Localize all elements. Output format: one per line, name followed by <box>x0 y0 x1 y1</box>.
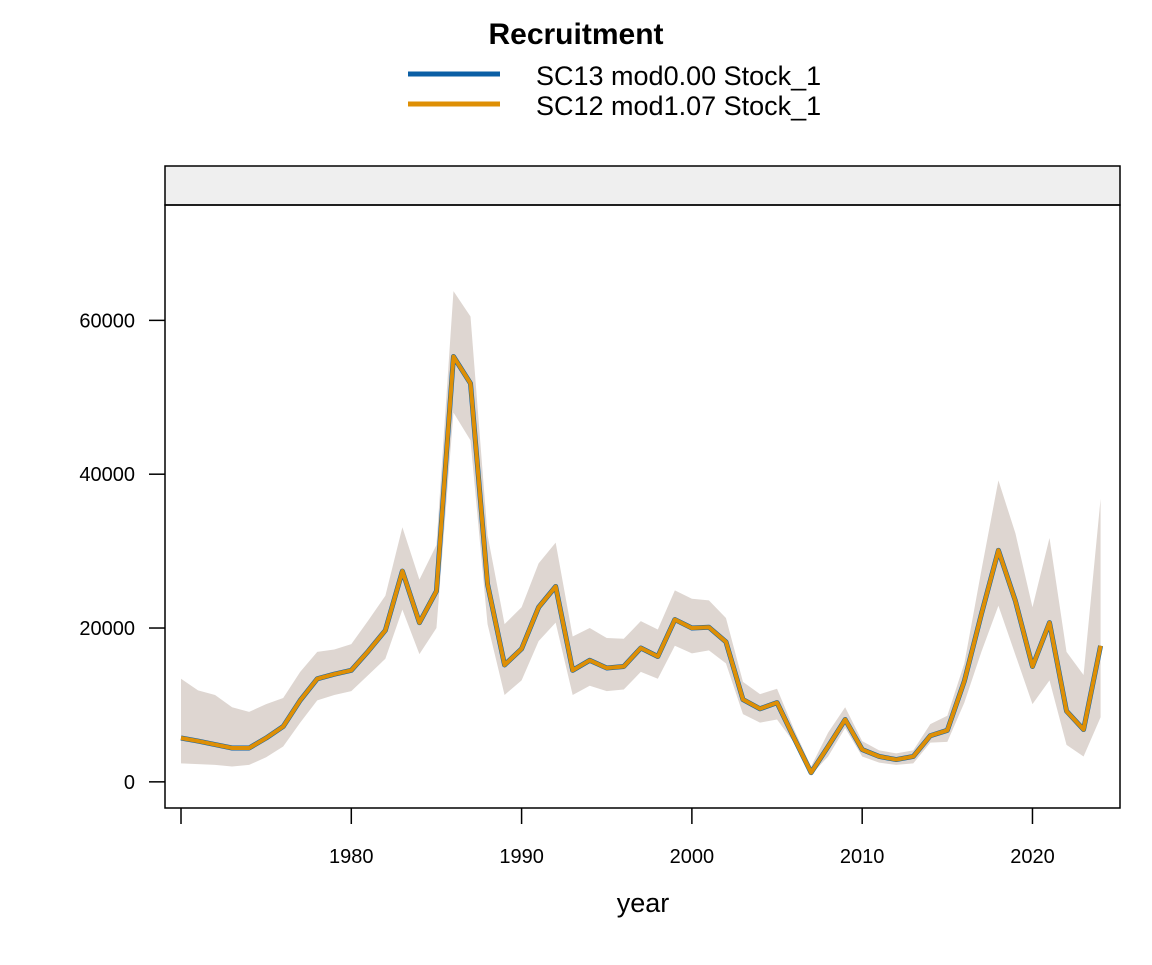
x-tick-label: 1980 <box>329 846 374 868</box>
y-tick-label: 20000 <box>79 618 135 640</box>
y-tick-label: 0 <box>124 772 135 794</box>
panel-strip <box>165 166 1120 205</box>
x-tick-label: 2000 <box>670 846 715 868</box>
y-tick-label: 40000 <box>79 464 135 486</box>
y-tick-label: 60000 <box>79 310 135 332</box>
x-tick-label: 2010 <box>840 846 885 868</box>
x-axis-label: year <box>617 888 670 918</box>
x-tick-label: 2020 <box>1010 846 1055 868</box>
series-line-1 <box>181 357 1101 773</box>
plot-frame <box>165 205 1120 808</box>
confidence-band <box>181 291 1101 775</box>
legend-label-series-1: SC13 mod0.00 Stock_1 <box>536 61 821 91</box>
x-tick-label: 1990 <box>499 846 544 868</box>
chart-title: Recruitment <box>488 18 663 51</box>
legend-label-series-2: SC12 mod1.07 Stock_1 <box>536 91 821 121</box>
series-line-2 <box>181 357 1101 773</box>
legend: SC13 mod0.00 Stock_1 SC12 mod1.07 Stock_… <box>408 61 821 121</box>
